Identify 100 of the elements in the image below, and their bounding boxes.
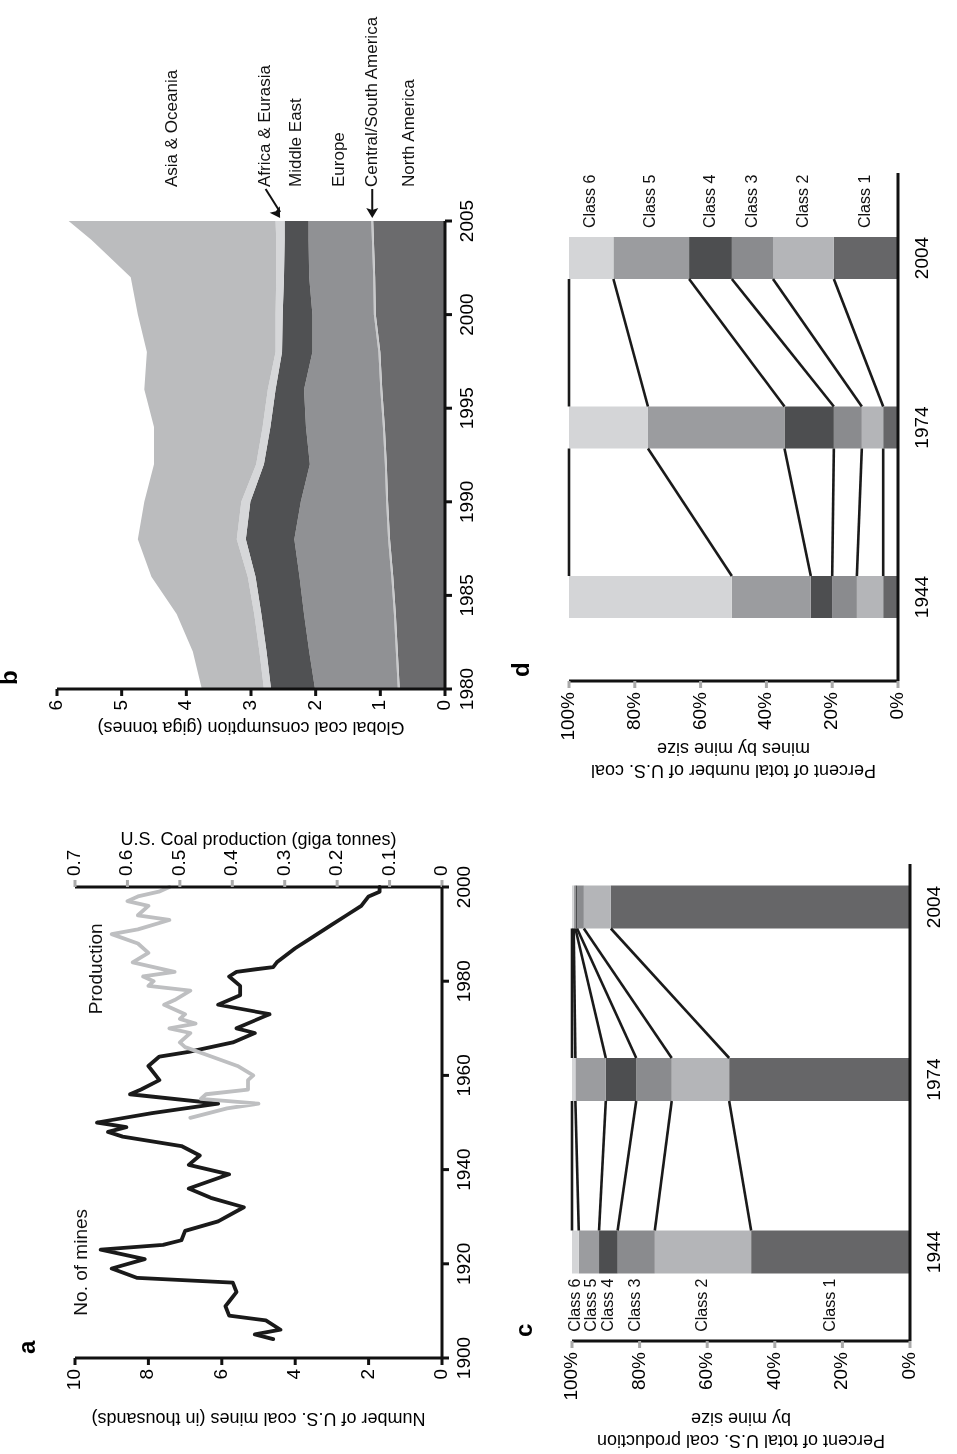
text: Africa & Eurasia: [255, 64, 275, 187]
x-tick-label: 0%: [898, 1351, 920, 1380]
text: Class 5: [581, 1278, 599, 1332]
bar: [569, 576, 732, 618]
x2-tick-label: 0.7: [63, 849, 85, 876]
text: Class 3: [626, 1278, 644, 1332]
bar: [647, 406, 785, 449]
x2-tick-label: 0.1: [377, 849, 399, 876]
x2-tick-label: 0.6: [115, 849, 137, 876]
bar: [689, 237, 732, 279]
x2-tick-label: 0.4: [220, 849, 242, 876]
x-tick-label: 100%: [560, 1351, 582, 1401]
x2-tick-label: 0: [430, 865, 452, 876]
text: North America: [398, 78, 418, 187]
bar: [654, 1230, 752, 1274]
y-tick-label: 1995: [456, 387, 477, 430]
bar: [883, 406, 898, 449]
x-tick-label: 6: [209, 1369, 231, 1380]
y-tick-label: 1944: [911, 575, 932, 619]
bar: [731, 237, 773, 279]
text: Class 2: [693, 1278, 711, 1332]
bar: [613, 237, 690, 279]
x-axis-title: Global coal consumption (giga tonnes): [97, 718, 405, 739]
y-tick-label: 1980: [453, 960, 474, 1003]
text: Europe: [329, 132, 349, 187]
text: Asia & Oceania: [161, 69, 181, 187]
x-tick-label: 2: [356, 1369, 378, 1380]
bar: [833, 406, 862, 449]
bar: [605, 1058, 637, 1101]
x-tick-label: 100%: [557, 691, 579, 741]
bar: [610, 885, 910, 929]
y-tick-label: 1940: [453, 1148, 474, 1191]
x-tick-label: 8: [136, 1369, 158, 1380]
x-tick-label: 40%: [762, 1351, 784, 1391]
text: a: [13, 1340, 40, 1354]
y-tick-label: 1974: [923, 1057, 944, 1101]
y-tick-label: 1900: [453, 1336, 474, 1380]
y-tick-label: 2005: [456, 199, 477, 243]
bar: [772, 237, 834, 279]
bar: [731, 576, 811, 618]
y-tick-label: 1990: [456, 480, 477, 523]
text: Middle East: [286, 97, 306, 187]
y-tick-label: 1944: [923, 1230, 944, 1274]
x2-tick-label: 0.2: [325, 849, 347, 876]
y-tick-label: 2000: [456, 293, 477, 336]
x-tick-label: 4: [283, 1368, 305, 1380]
x-tick-label: 3: [239, 700, 261, 711]
x-tick-label: 0: [433, 700, 455, 711]
y-tick-label: 2004: [911, 236, 932, 280]
x-tick-label: 60%: [688, 691, 710, 731]
x2-tick-label: 0.5: [167, 849, 189, 876]
x-tick-label: 40%: [754, 691, 776, 731]
y-tick-label: 1920: [453, 1242, 474, 1285]
bar: [729, 1058, 910, 1101]
x-tick-label: 0%: [886, 691, 908, 720]
bar: [599, 1230, 618, 1274]
y-tick-label: 1960: [453, 1054, 474, 1097]
bar: [810, 576, 833, 618]
x-tick-label: 20%: [830, 1351, 852, 1391]
text: Class 2: [793, 174, 811, 228]
text: Production: [85, 923, 107, 1015]
x-tick-label: 1: [368, 700, 390, 711]
text: No. of mines: [70, 1208, 92, 1316]
text: Class 4: [700, 174, 718, 228]
y-tick-label: 1980: [456, 667, 477, 711]
x-tick-label: 0: [430, 1369, 452, 1380]
bar: [833, 237, 898, 279]
text: Class 5: [641, 174, 659, 228]
text: d: [507, 662, 534, 677]
text: b: [0, 670, 22, 685]
bar: [883, 576, 898, 618]
text: Class 6: [565, 1278, 583, 1332]
text: Central/South America: [361, 16, 381, 187]
text: Class 4: [598, 1278, 616, 1332]
x-axis-title: Percent of total number of U.S. coal mines by mine size: [590, 739, 877, 782]
y-tick-label: 1974: [911, 405, 932, 449]
bar: [617, 1230, 655, 1274]
bar: [569, 406, 648, 449]
bar: [856, 576, 884, 618]
text: Class 1: [820, 1278, 838, 1332]
x-tick-label: 80%: [627, 1351, 649, 1391]
x-tick-label: 10: [63, 1369, 85, 1391]
x-tick-label: 20%: [820, 691, 842, 731]
x-tick-label: 5: [109, 700, 131, 711]
y-tick-label: 2004: [923, 885, 944, 929]
bar: [832, 576, 857, 618]
y-tick-label: 1985: [456, 574, 477, 617]
bar: [671, 1058, 730, 1101]
x-tick-label: 6: [45, 700, 67, 711]
bar: [784, 406, 834, 449]
bar: [575, 1058, 606, 1101]
bar: [578, 1230, 600, 1274]
x2-tick-label: 0.3: [272, 849, 294, 876]
bar: [569, 237, 614, 279]
y-tick-label: 2000: [453, 865, 474, 909]
bar: [577, 885, 584, 929]
text: c: [510, 1323, 537, 1337]
bar: [751, 1230, 910, 1274]
bar: [861, 406, 884, 449]
text: Class 1: [856, 174, 874, 228]
